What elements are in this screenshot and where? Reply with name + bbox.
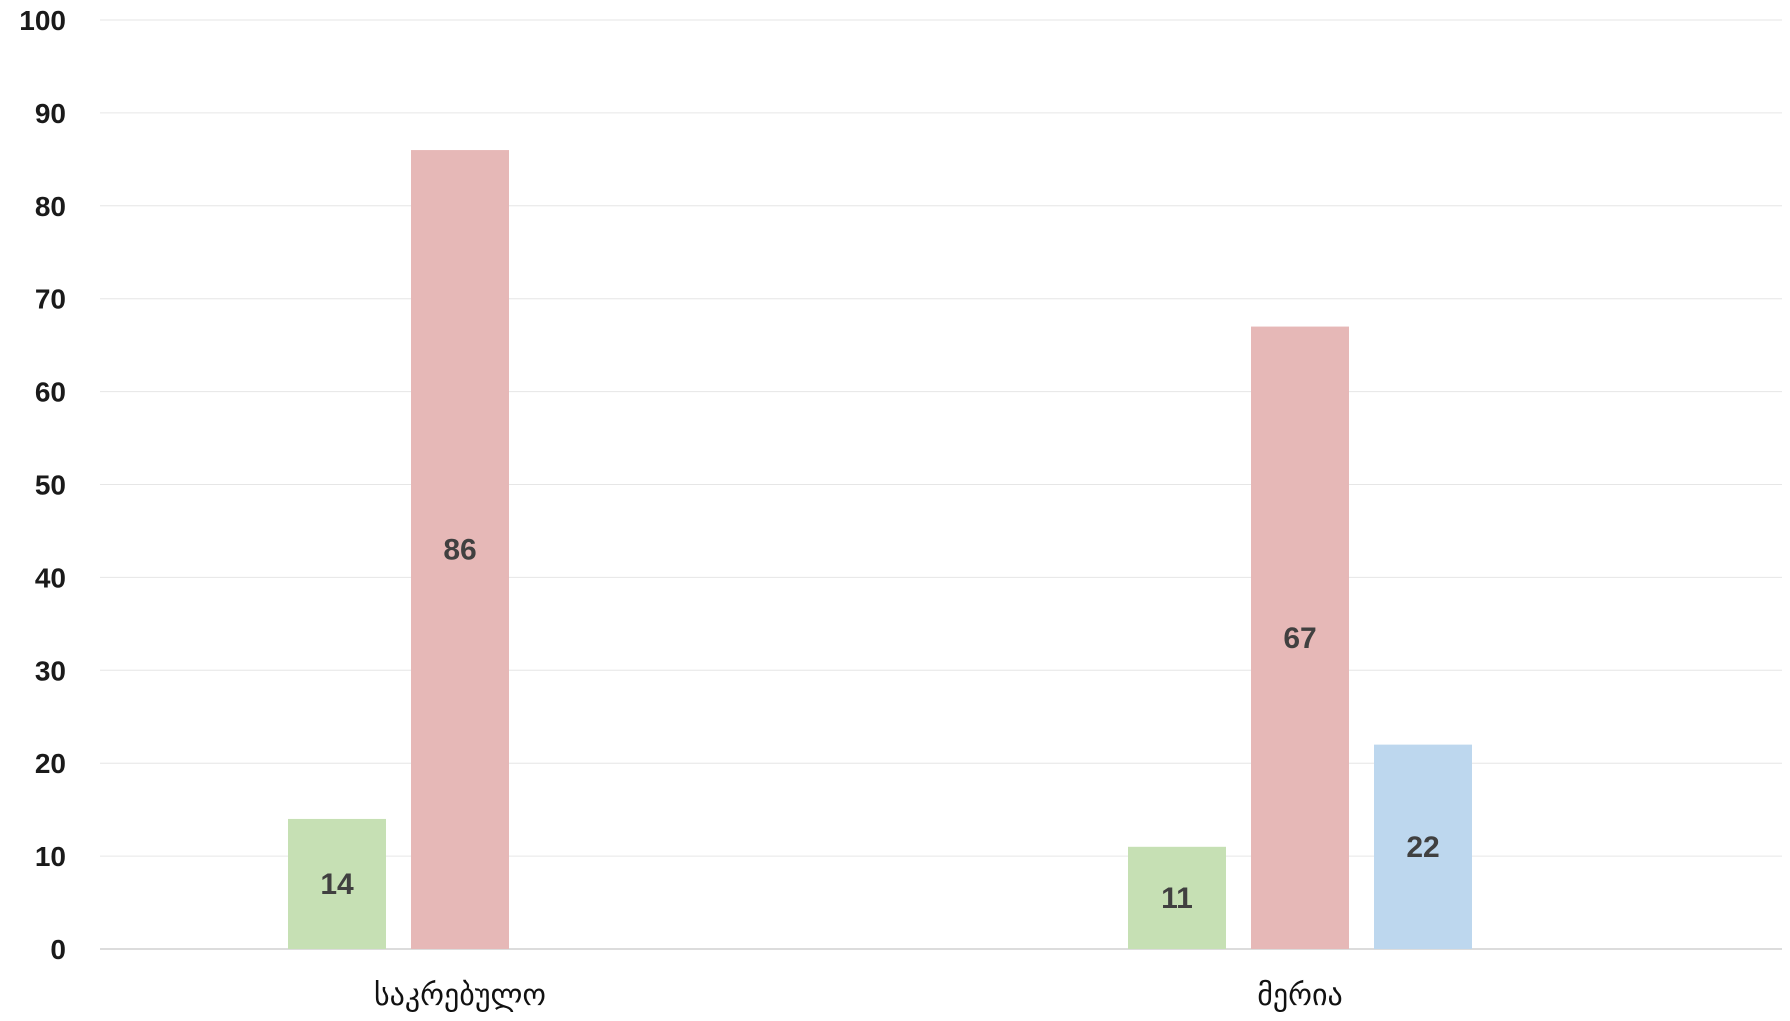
- data-label: 86: [443, 534, 476, 567]
- y-axis-ticks: 0 10 20 30 40 50 60 70 80 90 100: [19, 5, 66, 965]
- data-labels: 14 86 11 67 22: [320, 534, 1439, 915]
- y-tick-label: 70: [35, 284, 66, 315]
- y-tick-label: 10: [35, 841, 66, 872]
- y-tick-label: 50: [35, 470, 66, 501]
- data-label: 22: [1406, 831, 1439, 864]
- bar-sakrebulo-series-1: [288, 818, 386, 949]
- y-tick-label: 40: [35, 562, 66, 593]
- y-tick-label: 0: [50, 934, 66, 965]
- x-axis-categories: საკრებულო მერია: [374, 978, 1343, 1013]
- bar-meria-series-3: [1374, 744, 1472, 949]
- bar-meria-series-1: [1128, 846, 1226, 949]
- y-tick-label: 90: [35, 98, 66, 129]
- y-tick-label: 60: [35, 377, 66, 408]
- bar-meria-series-2: [1251, 326, 1349, 949]
- data-label: 11: [1161, 882, 1193, 915]
- y-tick-label: 100: [19, 5, 66, 36]
- data-label: 14: [320, 868, 354, 901]
- bar-sakrebulo-series-2: [411, 150, 509, 949]
- data-label: 67: [1283, 622, 1316, 655]
- x-category-label: მერია: [1257, 978, 1343, 1013]
- bars: [288, 150, 1472, 949]
- y-tick-label: 80: [35, 191, 66, 222]
- gridlines: [100, 19, 1782, 950]
- y-tick-label: 30: [35, 655, 66, 686]
- x-category-label: საკრებულო: [374, 978, 546, 1013]
- y-tick-label: 20: [35, 748, 66, 779]
